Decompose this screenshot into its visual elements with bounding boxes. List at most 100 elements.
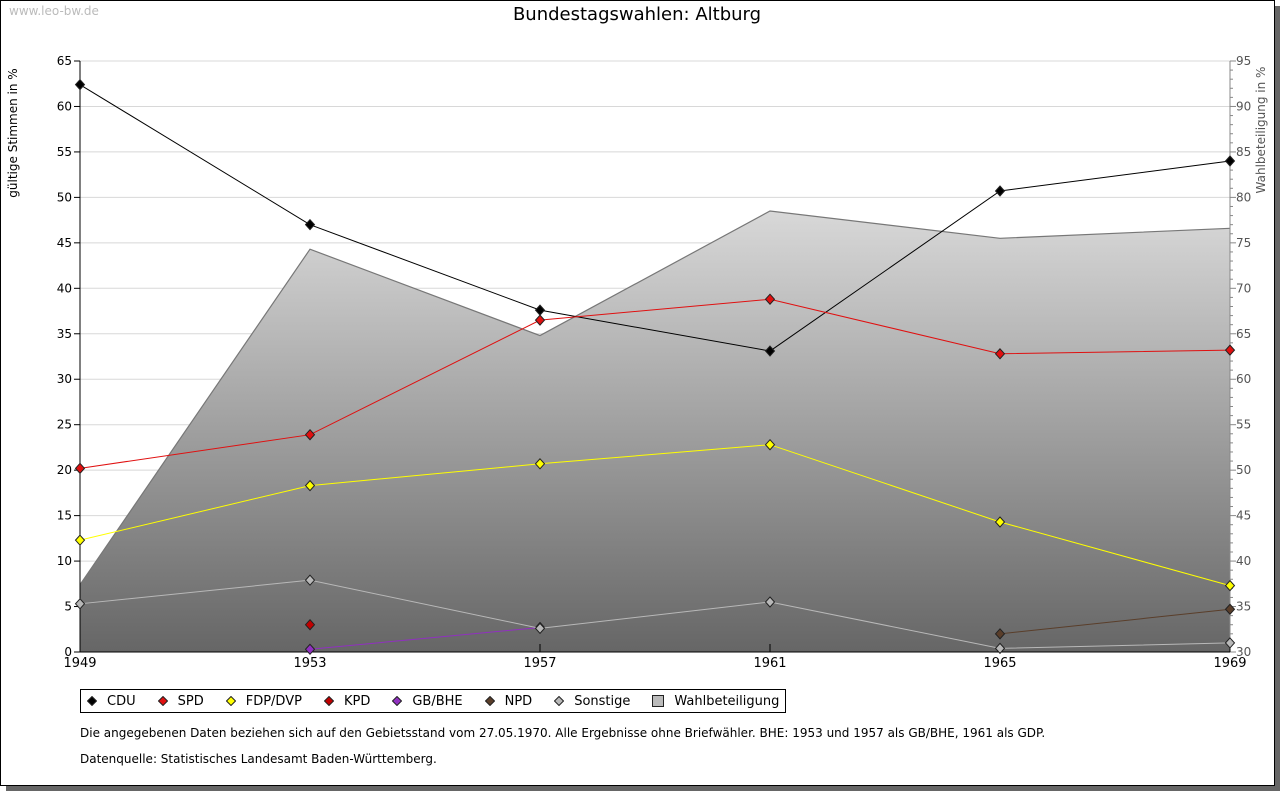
data-point-sonstige xyxy=(994,642,1006,655)
data-point-sonstige xyxy=(1224,637,1236,649)
data-point-cdu xyxy=(994,185,1006,197)
x-tick-label: 1953 xyxy=(293,656,326,671)
data-point-sonstige xyxy=(304,574,316,586)
series-line-sonstige xyxy=(79,579,1231,649)
wahlbeteiligung-line xyxy=(79,210,1231,586)
legend-label: Wahlbeteiligung xyxy=(674,693,780,709)
series-line-npd xyxy=(999,608,1231,635)
data-point-fdp-dvp xyxy=(74,534,86,546)
series-line-gb-bhe xyxy=(309,626,541,650)
note-datenquelle: Datenquelle: Statistisches Landesamt Bad… xyxy=(80,752,437,766)
legend-diamond-icon xyxy=(323,696,334,706)
legend-item-spd: SPD xyxy=(157,693,204,709)
y-tick-label: 15 xyxy=(57,509,72,523)
legend-item-wahlbeteiligung: Wahlbeteiligung xyxy=(652,694,779,709)
y2-tick-label: 85 xyxy=(1236,145,1251,159)
legend-label: NPD xyxy=(504,693,533,709)
y-tick-label: 35 xyxy=(57,327,72,341)
y2-tick-label: 35 xyxy=(1236,600,1251,614)
data-point-kpd xyxy=(304,618,316,631)
data-point-spd xyxy=(74,462,86,475)
y2-tick-label: 55 xyxy=(1236,418,1251,432)
data-point-npd xyxy=(1224,603,1236,616)
series-line-spd xyxy=(79,298,1231,469)
y-tick-label: 0 xyxy=(64,645,72,659)
y2-tick-label: 90 xyxy=(1236,99,1251,113)
x-tick-label: 1957 xyxy=(523,656,556,671)
y2-tick-label: 80 xyxy=(1236,190,1251,204)
y-tick-label: 25 xyxy=(57,418,72,432)
y-axis-label: gültige Stimmen in % xyxy=(6,68,20,198)
legend-label: GB/BHE xyxy=(412,693,463,709)
y2-tick-label: 70 xyxy=(1236,281,1251,295)
data-point-spd xyxy=(764,293,776,305)
legend-item-gb-bhe: GB/BHE xyxy=(392,693,463,709)
series-line-cdu xyxy=(79,84,1231,352)
legend-diamond-icon xyxy=(554,696,565,706)
watermark: www.leo-bw.de xyxy=(9,4,99,18)
data-point-sonstige xyxy=(764,596,776,608)
y-tick-label: 20 xyxy=(57,463,72,477)
y-tick-label: 30 xyxy=(57,372,72,386)
data-point-fdp-dvp xyxy=(994,516,1006,528)
legend-item-kpd: KPD xyxy=(323,693,371,709)
legend-diamond-icon xyxy=(157,696,168,706)
legend-label: FDP/DVP xyxy=(245,693,302,709)
y-tick-label: 10 xyxy=(57,554,72,568)
y-tick-label: 5 xyxy=(64,600,72,614)
legend-label: SPD xyxy=(177,693,204,709)
legend-label: Sonstige xyxy=(574,693,631,709)
x-tick-label: 1969 xyxy=(1213,656,1246,671)
y-tick-label: 60 xyxy=(57,99,72,113)
legend-diamond-icon xyxy=(392,696,403,706)
y-tick-label: 55 xyxy=(57,145,72,159)
y2-tick-label: 50 xyxy=(1236,463,1251,477)
y2-tick-label: 75 xyxy=(1236,236,1251,250)
chart-title: Bundestagswahlen: Altburg xyxy=(512,4,762,25)
legend-diamond-icon xyxy=(484,696,495,706)
y-tick-label: 50 xyxy=(57,190,72,204)
data-point-cdu xyxy=(1224,155,1236,167)
x-tick-label: 1961 xyxy=(753,656,786,671)
note-gebietsstand: Die angegebenen Daten beziehen sich auf … xyxy=(80,726,1046,740)
legend-item-npd: NPD xyxy=(484,693,533,709)
series-line-fdp-dvp xyxy=(79,444,1231,587)
legend-item-fdp-dvp: FDP/DVP xyxy=(225,693,302,709)
legend-square-icon xyxy=(652,695,665,707)
data-point-fdp-dvp xyxy=(304,479,316,492)
legend: CDU SPD FDP/DVP KPD GB/BHE NPD Sonstige Wahlbet… xyxy=(80,689,787,713)
x-tick-label: 1949 xyxy=(63,656,96,671)
y2-tick-label: 95 xyxy=(1236,54,1251,68)
legend-item-cdu: CDU xyxy=(87,694,136,709)
wahlbeteiligung-area xyxy=(80,211,1230,652)
legend-item-sonstige: Sonstige xyxy=(554,694,630,709)
y2-axis-label: Wahlbeteiligung in % xyxy=(1254,66,1268,194)
y2-tick-label: 40 xyxy=(1236,554,1251,568)
data-point-spd xyxy=(1224,344,1236,356)
data-point-spd xyxy=(534,314,546,326)
data-point-npd xyxy=(994,628,1006,640)
x-tick-label: 1965 xyxy=(983,656,1016,671)
data-point-spd xyxy=(304,428,316,441)
data-point-gb-bhe xyxy=(304,643,316,656)
data-point-fdp-dvp xyxy=(534,458,546,470)
data-point-spd xyxy=(994,348,1006,360)
y2-tick-label: 45 xyxy=(1236,509,1251,523)
data-point-cdu xyxy=(304,218,316,231)
y-tick-label: 40 xyxy=(57,281,72,295)
legend-diamond-icon xyxy=(87,696,97,706)
y-tick-label: 65 xyxy=(57,54,72,68)
legend-diamond-icon xyxy=(225,696,236,706)
y2-tick-label: 65 xyxy=(1236,327,1251,341)
y2-tick-label: 60 xyxy=(1236,372,1251,386)
data-point-sonstige xyxy=(74,598,86,610)
legend-label: KPD xyxy=(343,693,371,709)
data-point-fdp-dvp xyxy=(764,438,776,451)
data-point-cdu xyxy=(764,345,776,357)
data-point-cdu xyxy=(74,78,86,91)
legend-label: CDU xyxy=(107,693,136,709)
data-point-fdp-dvp xyxy=(1224,579,1236,592)
y-tick-label: 45 xyxy=(57,236,72,250)
data-point-sonstige xyxy=(534,622,546,635)
